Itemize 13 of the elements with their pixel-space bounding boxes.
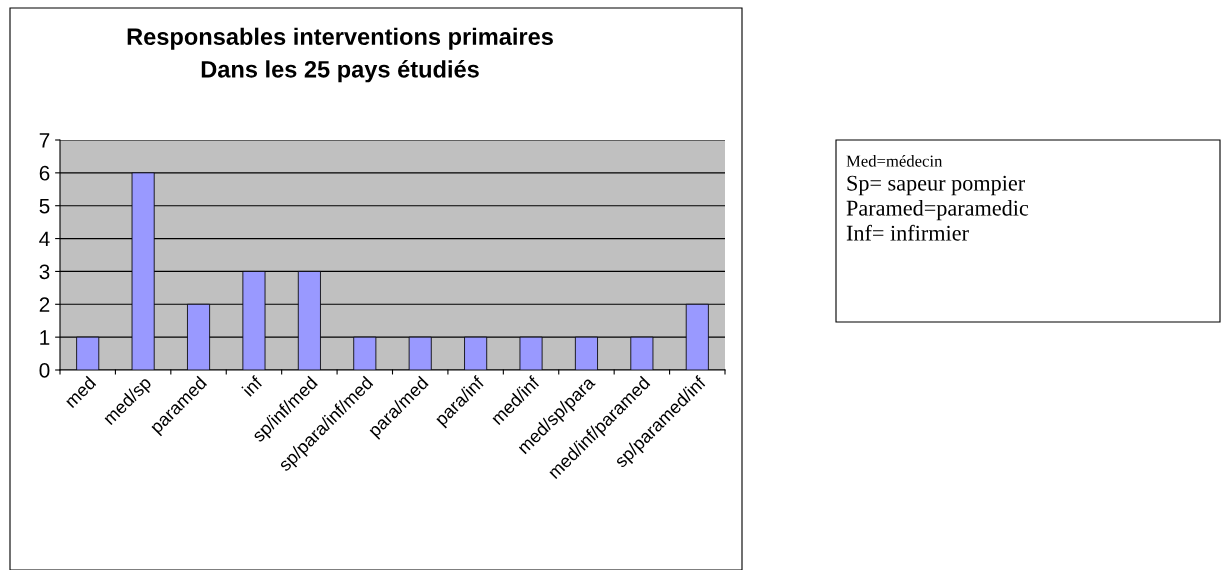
y-tick-label: 4 xyxy=(39,231,50,247)
text: Med=médecin xyxy=(846,154,943,167)
y-tick-label: 1 xyxy=(40,330,50,345)
text: Paramed=paramedic xyxy=(846,200,1029,221)
y-tick-label: 5 xyxy=(39,198,50,214)
y-tick-label: 3 xyxy=(39,264,50,280)
text: Inf= infirmier xyxy=(846,224,969,241)
y-tick-label: 2 xyxy=(39,297,50,312)
y-tick-label: 6 xyxy=(39,165,50,181)
y-tick-label: 0 xyxy=(39,363,50,378)
text: Sp= sapeur pompier xyxy=(847,175,1025,196)
chart-title: Responsables interventions primaires Dans les 25 pays étudiés xyxy=(127,27,553,83)
y-tick-label: 7 xyxy=(39,133,50,148)
